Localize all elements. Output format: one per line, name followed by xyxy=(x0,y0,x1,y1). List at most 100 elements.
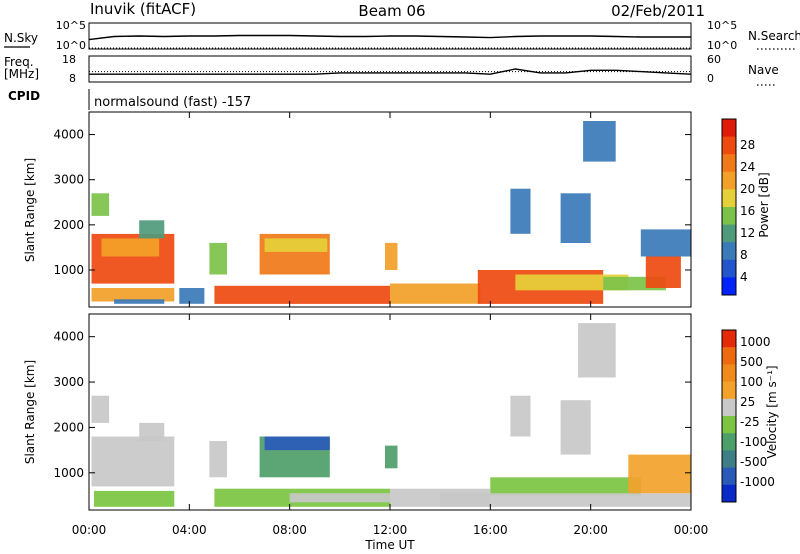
colorbar-frame xyxy=(721,329,737,503)
heatmap-cell xyxy=(385,445,398,469)
heatmap-cell xyxy=(209,441,227,478)
heatmap-cell xyxy=(179,288,205,304)
velocity-panel: 1000 2000 3000 4000 Slant Range [km] 1000 50… xyxy=(23,313,779,511)
heatmap-cell xyxy=(628,454,691,494)
y-tick-label: 4000 xyxy=(53,330,84,344)
date-title: 02/Feb/2011 xyxy=(611,2,705,20)
colorbar-tick-label: 24 xyxy=(740,160,755,174)
freq-series-line xyxy=(89,68,692,75)
heatmap-cell xyxy=(645,256,681,288)
heatmap-cell xyxy=(515,274,629,291)
y-tick-label: 2000 xyxy=(53,218,84,232)
colorbar-segment xyxy=(722,277,736,296)
nave-label: Nave xyxy=(748,63,779,77)
velocity-colorbar: 1000 500 100 25 -25 -100 -500 -1000 xyxy=(721,329,775,503)
heatmap-cell xyxy=(91,288,175,302)
colorbar-segment xyxy=(722,416,736,434)
y-tick-label: 3000 xyxy=(53,375,84,389)
y-tick-label: 2000 xyxy=(53,420,84,434)
cpid-label: CPID xyxy=(8,89,40,103)
power-y-axis-label: Slant Range [km] xyxy=(23,158,37,262)
heatmap-cell xyxy=(390,283,481,304)
colorbar-tick-label: 12 xyxy=(740,226,755,240)
freq-unit-label: [MHz] xyxy=(4,67,39,81)
colorbar-segment xyxy=(722,484,736,503)
x-axis-label: Time UT xyxy=(364,538,415,552)
colorbar-tick-label: -100 xyxy=(740,435,767,449)
heatmap-cell xyxy=(385,242,398,270)
x-tick-label: 04:00 xyxy=(172,523,207,537)
heatmap-cell xyxy=(560,400,591,455)
heatmap-cell xyxy=(583,121,616,162)
nave-tick-bottom: 0 xyxy=(707,72,714,85)
freq-tick-top: 18 xyxy=(62,53,76,66)
heatmap-cell xyxy=(91,395,110,423)
colorbar-segment xyxy=(722,207,736,226)
y-tick-label: 3000 xyxy=(53,173,84,187)
nsky-label: N.Sky xyxy=(4,31,38,45)
colorbar-segment xyxy=(722,450,736,469)
colorbar-tick-label: -500 xyxy=(740,455,767,469)
heatmap-cell xyxy=(94,490,175,507)
noise-strip-frame xyxy=(88,22,692,50)
colorbar-segment xyxy=(722,189,736,208)
heatmap-cell xyxy=(101,238,160,257)
heatmap-cell xyxy=(640,229,691,257)
colorbar-segment xyxy=(722,330,736,348)
colorbar-tick-label: -1000 xyxy=(740,475,775,489)
heatmap-cell xyxy=(264,238,328,252)
x-tick-label: 08:00 xyxy=(272,523,307,537)
power-colorbar-label: Power [dB] xyxy=(757,172,771,237)
colorbar-segment xyxy=(722,224,736,243)
station-title: Inuvik (fitACF) xyxy=(90,0,196,18)
heatmap-cell xyxy=(139,422,165,441)
colorbar-segment xyxy=(722,171,736,190)
colorbar-segment xyxy=(722,381,736,400)
nsearch-label: N.Search xyxy=(748,29,800,43)
nave-tick-top: 60 xyxy=(707,53,721,66)
colorbar-tick-label: 500 xyxy=(740,355,763,369)
heatmap-cell xyxy=(214,285,390,304)
heatmap-cell xyxy=(114,299,165,304)
colorbar-segment xyxy=(722,398,736,417)
nsky-series-line xyxy=(88,34,691,41)
colorbar-tick-label: 16 xyxy=(740,204,755,218)
x-tick-label: 16:00 xyxy=(473,523,508,537)
heatmap-cell xyxy=(510,188,531,234)
colorbar-tick-label: 8 xyxy=(740,248,748,262)
colorbar-tick-label: 1000 xyxy=(740,335,771,349)
colorbar-tick-label: 28 xyxy=(740,138,755,152)
heatmap-cell xyxy=(490,477,641,496)
heatmap-cell xyxy=(91,193,110,216)
colorbar-frame xyxy=(721,118,737,296)
colorbar-tick-label: 20 xyxy=(740,182,755,196)
heatmap-cell xyxy=(289,493,390,503)
nsearch-tick-top: 10^5 xyxy=(707,19,737,32)
y-tick-label: 1000 xyxy=(53,263,84,277)
colorbar-segment xyxy=(722,242,736,261)
freq-tick-bottom: 8 xyxy=(69,72,76,85)
colorbar-segment xyxy=(722,154,736,173)
velocity-y-axis-label: Slant Range [km] xyxy=(23,360,37,464)
colorbar-tick-label: 25 xyxy=(740,395,755,409)
colorbar-tick-label: 100 xyxy=(740,375,763,389)
velocity-cells xyxy=(91,323,691,507)
frequency-strip-frame xyxy=(88,55,692,83)
velocity-colorbar-label: Velocity [m s⁻¹] xyxy=(765,365,779,458)
power-y-ticks: 1000 2000 3000 4000 xyxy=(53,128,691,277)
colorbar-segment xyxy=(722,259,736,278)
nsky-tick-bottom: 10^0 xyxy=(56,39,86,52)
heatmap-cell xyxy=(264,436,330,451)
heatmap-cell xyxy=(209,242,227,275)
heatmap-cell xyxy=(440,493,691,507)
power-panel: 1000 2000 3000 4000 Slant Range [km] 4 8 12 16… xyxy=(23,111,771,308)
power-colorbar: 4 8 12 16 20 24 28 xyxy=(721,118,755,296)
colorbar-segment xyxy=(722,467,736,486)
heatmap-cell xyxy=(510,395,531,437)
y-tick-label: 1000 xyxy=(53,466,84,480)
x-tick-label: 12:00 xyxy=(373,523,408,537)
y-tick-label: 4000 xyxy=(53,128,84,142)
nsearch-tick-bottom: 10^0 xyxy=(707,39,737,52)
heatmap-cell xyxy=(139,220,165,239)
